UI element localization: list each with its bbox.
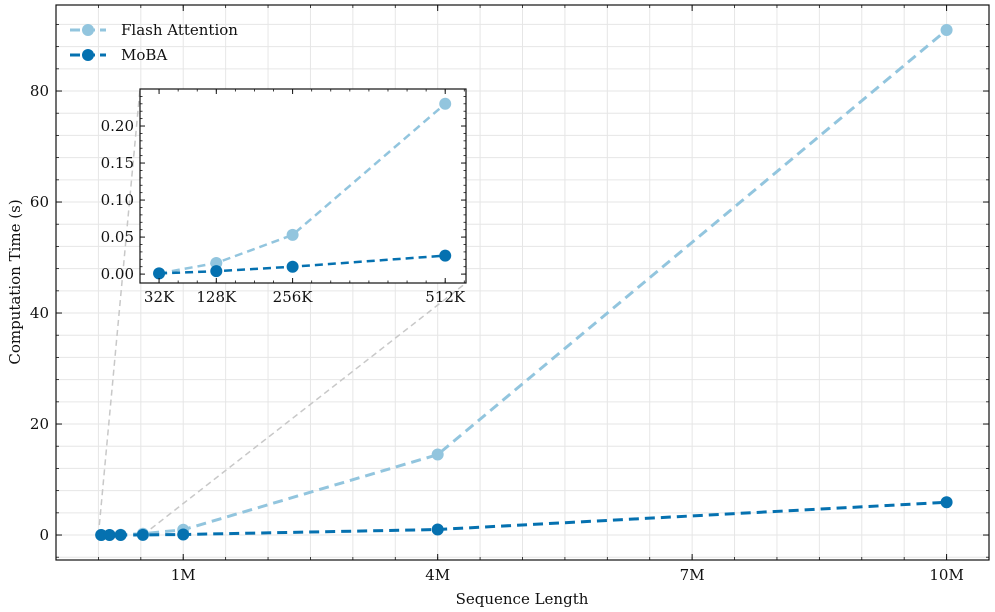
series-point-1 [103, 529, 116, 542]
legend-marker-1 [82, 49, 94, 61]
inset-series-point-1 [153, 267, 166, 280]
inset-series-point-0 [439, 97, 452, 110]
x-tick-label: 7M [680, 566, 705, 584]
x-tick-label: 1M [171, 566, 196, 584]
series-point-1 [940, 496, 953, 509]
inset-x-tick-label: 32K [144, 288, 175, 306]
inset-x-tick-label: 128K [196, 288, 237, 306]
series-point-0 [940, 23, 953, 36]
inset-chart: 32K 128K 256K 512K 0.00 0.05 0.10 0.15 0.20 [101, 88, 467, 306]
inset-x-tick-label: 512K [425, 288, 466, 306]
inset-frame [139, 88, 467, 284]
y-tick-label: 60 [30, 193, 49, 211]
inset-y-tick-label: 0.15 [101, 154, 134, 172]
connector-line [97, 88, 141, 536]
zoom-connectors [97, 88, 467, 536]
main-series [95, 23, 953, 542]
series-point-1 [95, 529, 108, 542]
legend-label: Flash Attention [121, 21, 238, 39]
series-point-1 [177, 528, 190, 541]
legend-marker-0 [82, 24, 94, 36]
legend: Flash Attention MoBA [70, 21, 238, 64]
x-tick-label: 10M [929, 566, 963, 584]
inset-x-tick-label: 256K [273, 288, 314, 306]
y-axis-label: Computation Time (s) [6, 199, 24, 364]
y-tick-label: 80 [30, 82, 49, 100]
main-ticks [56, 5, 990, 560]
y-tick-label: 40 [30, 304, 49, 322]
series-point-1 [431, 523, 444, 536]
inset-series-line-1 [159, 254, 446, 275]
y-tick-label: 20 [30, 415, 49, 433]
legend-label: MoBA [121, 46, 167, 64]
connector-line [142, 282, 467, 536]
x-tick-label: 4M [425, 566, 450, 584]
inset-y-tick-label: 0.20 [101, 117, 134, 135]
inset-series-point-0 [286, 228, 299, 241]
inset-y-tick-label: 0.00 [101, 265, 134, 283]
inset-series-point-1 [286, 260, 299, 273]
y-tick-label: 0 [39, 526, 49, 544]
inset-series-line-0 [158, 102, 447, 275]
inset-y-tick-label: 0.10 [101, 191, 134, 209]
inset-background [140, 89, 466, 283]
series-point-1 [114, 528, 127, 541]
x-axis-label: Sequence Length [456, 590, 589, 608]
series-point-0 [431, 448, 444, 461]
inset-series-point-1 [439, 249, 452, 262]
inset-y-tick-label: 0.05 [101, 228, 134, 246]
inset-series-point-1 [210, 265, 223, 278]
series-point-1 [136, 528, 149, 541]
main-tick-labels: 1M 4M 7M 10M 0 20 40 60 80 [30, 82, 964, 584]
